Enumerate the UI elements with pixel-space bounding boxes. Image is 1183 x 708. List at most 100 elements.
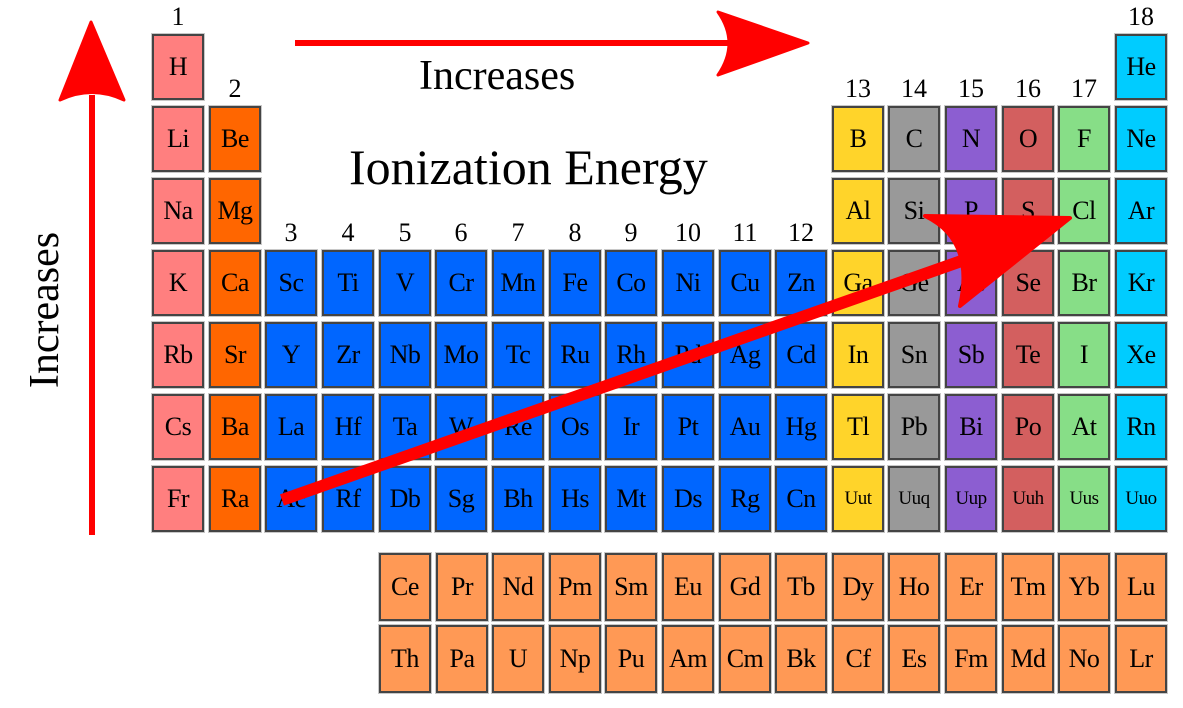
element-cell-k: K	[151, 249, 205, 317]
element-cell-am: Am	[661, 624, 715, 694]
element-cell-bk: Bk	[774, 624, 828, 694]
element-cell-pt: Pt	[661, 393, 715, 461]
element-cell-lr: Lr	[1114, 624, 1168, 694]
element-cell-he: He	[1114, 33, 1168, 101]
element-cell-sn: Sn	[887, 321, 941, 389]
element-cell-na: Na	[151, 177, 205, 245]
element-cell-pr: Pr	[435, 552, 489, 622]
group-number-3: 3	[284, 218, 298, 247]
element-cell-rh: Rh	[604, 321, 658, 389]
element-cell-uuq: Uuq	[887, 465, 941, 533]
element-cell-ge: Ge	[887, 249, 941, 317]
element-cell-tm: Tm	[1001, 552, 1055, 622]
element-cell-ba: Ba	[208, 393, 262, 461]
element-cell-ar: Ar	[1114, 177, 1168, 245]
element-cell-uuh: Uuh	[1001, 465, 1055, 533]
element-cell-cl: Cl	[1057, 177, 1111, 245]
element-cell-c: C	[887, 105, 941, 173]
element-cell-np: Np	[548, 624, 602, 694]
element-cell-eu: Eu	[661, 552, 715, 622]
element-cell-ne: Ne	[1114, 105, 1168, 173]
element-cell-u: U	[491, 624, 545, 694]
group-number-10: 10	[675, 218, 701, 247]
element-cell-re: Re	[491, 393, 545, 461]
element-cell-v: V	[378, 249, 432, 317]
element-cell-hs: Hs	[548, 465, 602, 533]
element-cell-ag: Ag	[718, 321, 772, 389]
element-cell-nb: Nb	[378, 321, 432, 389]
element-cell-w: W	[434, 393, 488, 461]
element-cell-sr: Sr	[208, 321, 262, 389]
element-cell-ac: Ac	[264, 465, 318, 533]
element-cell-b: B	[831, 105, 885, 173]
element-cell-rb: Rb	[151, 321, 205, 389]
element-cell-tl: Tl	[831, 393, 885, 461]
element-cell-tb: Tb	[774, 552, 828, 622]
element-cell-pb: Pb	[887, 393, 941, 461]
element-cell-be: Be	[208, 105, 262, 173]
element-cell-sg: Sg	[434, 465, 488, 533]
element-cell-mn: Mn	[491, 249, 545, 317]
element-cell-uup: Uup	[944, 465, 998, 533]
element-cell-dy: Dy	[831, 552, 885, 622]
vertical-increases-label: Increases	[22, 231, 68, 389]
element-cell-ni: Ni	[661, 249, 715, 317]
element-cell-f: F	[1057, 105, 1111, 173]
element-cell-la: La	[264, 393, 318, 461]
element-cell-p: P	[944, 177, 998, 245]
element-cell-zr: Zr	[321, 321, 375, 389]
element-cell-os: Os	[548, 393, 602, 461]
element-cell-se: Se	[1001, 249, 1055, 317]
element-cell-fr: Fr	[151, 465, 205, 533]
group-number-1: 1	[171, 2, 185, 31]
element-cell-mg: Mg	[208, 177, 262, 245]
element-cell-n: N	[944, 105, 998, 173]
element-cell-gd: Gd	[718, 552, 772, 622]
group-number-6: 6	[454, 218, 468, 247]
element-cell-br: Br	[1057, 249, 1111, 317]
element-cell-co: Co	[604, 249, 658, 317]
group-number-13: 13	[845, 74, 871, 103]
element-cell-cn: Cn	[774, 465, 828, 533]
element-cell-h: H	[151, 33, 205, 101]
element-cell-bi: Bi	[944, 393, 998, 461]
element-cell-tc: Tc	[491, 321, 545, 389]
diagram-title: Ionization Energy	[349, 139, 708, 195]
element-cell-hg: Hg	[774, 393, 828, 461]
element-cell-uuo: Uuo	[1114, 465, 1168, 533]
element-cell-pm: Pm	[548, 552, 602, 622]
element-cell-al: Al	[831, 177, 885, 245]
element-cell-s: S	[1001, 177, 1055, 245]
element-cell-ti: Ti	[321, 249, 375, 317]
element-cell-te: Te	[1001, 321, 1055, 389]
horizontal-increases-label: Increases	[419, 53, 576, 99]
element-cell-si: Si	[887, 177, 941, 245]
element-cell-ce: Ce	[378, 552, 432, 622]
element-cell-ca: Ca	[208, 249, 262, 317]
element-cell-as: As	[944, 249, 998, 317]
element-cell-ru: Ru	[548, 321, 602, 389]
element-cell-cu: Cu	[718, 249, 772, 317]
element-cell-in: In	[831, 321, 885, 389]
element-cell-uut: Uut	[831, 465, 885, 533]
element-cell-pa: Pa	[435, 624, 489, 694]
group-number-4: 4	[341, 218, 355, 247]
element-cell-cr: Cr	[434, 249, 488, 317]
vertical-arrow-icon	[58, 20, 126, 535]
element-cell-lu: Lu	[1114, 552, 1168, 622]
group-number-9: 9	[624, 218, 638, 247]
element-cell-ds: Ds	[661, 465, 715, 533]
element-cell-rn: Rn	[1114, 393, 1168, 461]
group-number-16: 16	[1015, 74, 1041, 103]
element-cell-no: No	[1057, 624, 1111, 694]
element-cell-db: Db	[378, 465, 432, 533]
element-cell-er: Er	[944, 552, 998, 622]
group-number-2: 2	[228, 74, 242, 103]
group-number-17: 17	[1071, 74, 1097, 103]
element-cell-xe: Xe	[1114, 321, 1168, 389]
element-cell-mo: Mo	[434, 321, 488, 389]
element-cell-fm: Fm	[944, 624, 998, 694]
element-cell-mt: Mt	[604, 465, 658, 533]
group-number-14: 14	[901, 74, 927, 103]
element-cell-es: Es	[887, 624, 941, 694]
